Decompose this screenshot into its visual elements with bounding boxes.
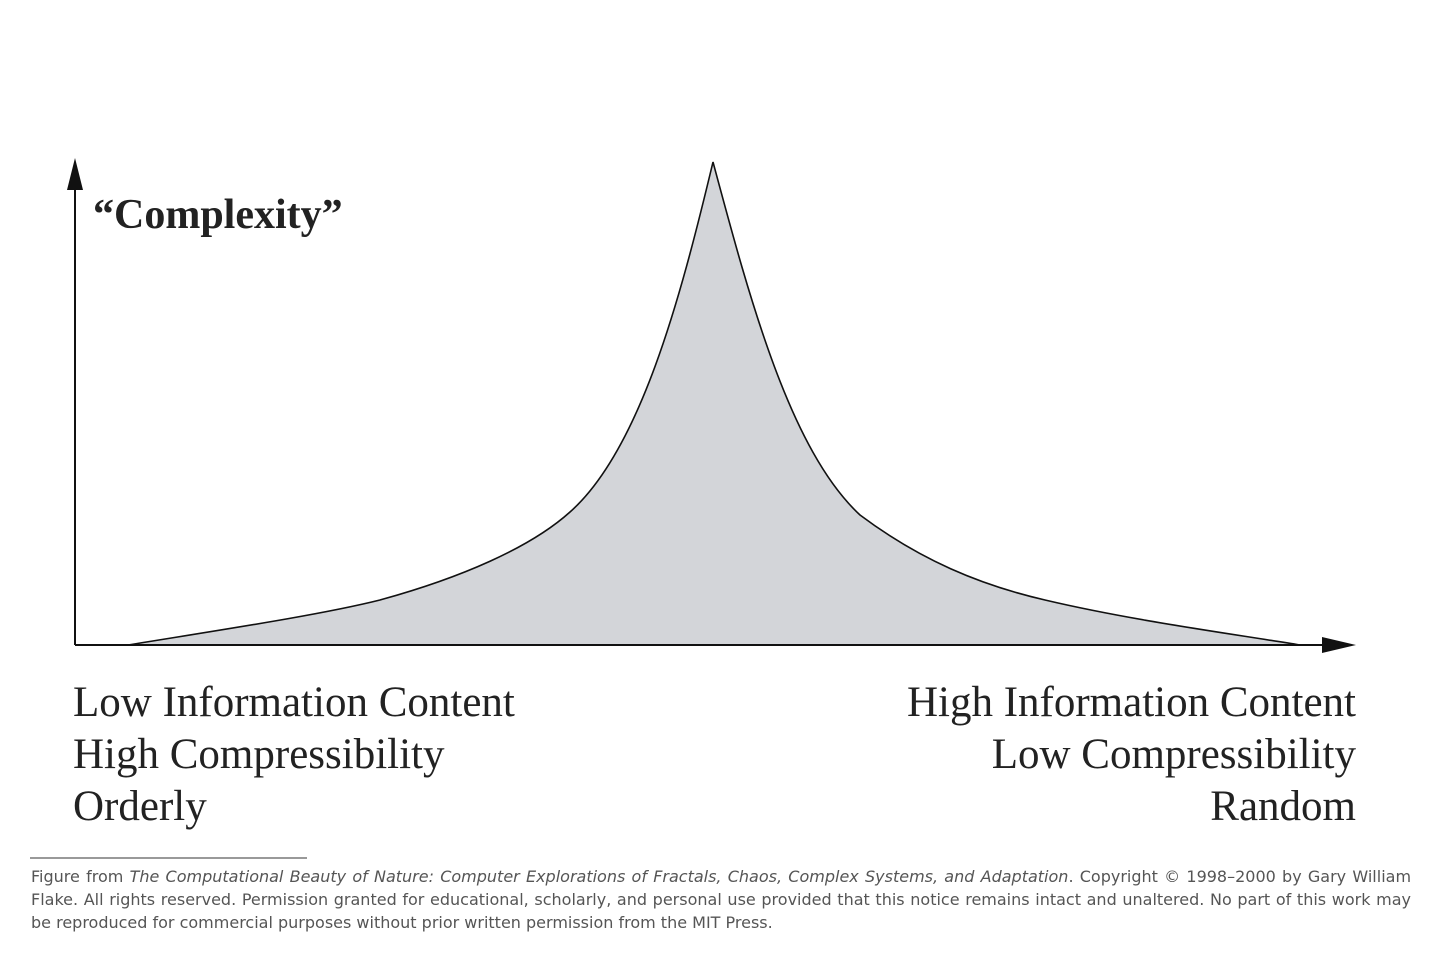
footer: Figure from The Computational Beauty of … (31, 865, 1411, 934)
left-label: Low Information Content (73, 679, 515, 726)
complexity-curve (127, 161, 1301, 646)
y-axis-label: “Complexity” (93, 192, 343, 238)
footer-prefix: Figure from (31, 867, 124, 886)
y-axis-arrow (67, 158, 83, 190)
left-label: High Compressibility (73, 731, 445, 778)
left-label: Orderly (73, 783, 207, 830)
footer-text: . Copyright © 1998–2000 by Gary William … (31, 867, 1412, 932)
x-axis-arrow (1322, 637, 1356, 653)
book-title: The Computational Beauty of Nature: Comp… (129, 867, 1069, 886)
right-label: Random (1210, 783, 1356, 830)
right-label: Low Compressibility (992, 731, 1357, 778)
right-label: High Information Content (907, 679, 1356, 726)
